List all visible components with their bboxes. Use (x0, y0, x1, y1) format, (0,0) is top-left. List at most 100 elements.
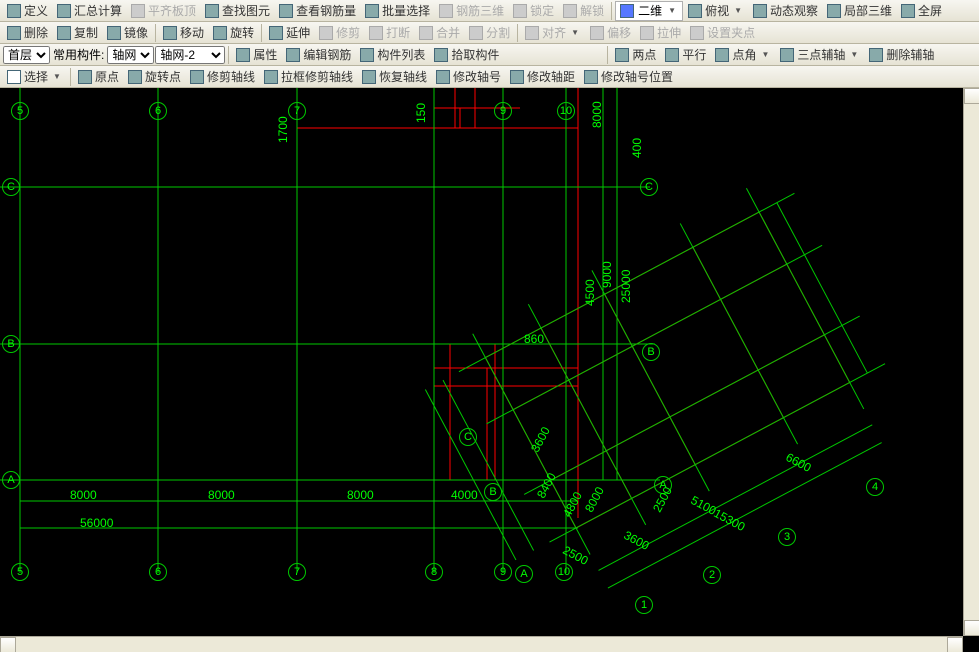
view-2d-dropdown[interactable]: 二维▼ (615, 1, 683, 21)
align-top-button[interactable]: 平齐板顶 (127, 1, 200, 21)
top-view-label: 俯视 (705, 2, 729, 19)
lock-button[interactable]: 锁定 (509, 1, 558, 21)
merge-button[interactable]: 合并 (415, 23, 464, 43)
pt-angle-label: 点角 (732, 46, 756, 63)
restore-button[interactable]: 恢复轴线 (358, 67, 431, 87)
local-3d-label: 局部三维 (844, 2, 892, 19)
grid-item-select[interactable]: 轴网-2 (155, 46, 225, 64)
mod-num-label: 修改轴号 (453, 68, 501, 85)
toolbar-main: 定义 汇总计算 平齐板顶 查找图元 查看钢筋量 批量选择 钢筋三维 锁定 解锁 … (0, 0, 979, 22)
axis-bubble-4-rot: 4 (866, 478, 884, 496)
axis-bubble-b-left: B (2, 335, 20, 353)
summary-label: 汇总计算 (74, 2, 122, 19)
top-view-button[interactable]: 俯视▼ (684, 1, 748, 21)
break-button[interactable]: 打断 (365, 23, 414, 43)
align-button[interactable]: 对齐▼ (521, 23, 585, 43)
toolbar-component: 首层 常用构件: 轴网 轴网-2 属性 编辑钢筋 构件列表 拾取构件 两点 平行… (0, 44, 979, 66)
restore-label: 恢复轴线 (379, 68, 427, 85)
mod-num-button[interactable]: 修改轴号 (432, 67, 505, 87)
mod-num-pos-button[interactable]: 修改轴号位置 (580, 67, 677, 87)
select-button[interactable]: 选择▼ (3, 67, 67, 87)
stretch-button[interactable]: 拉伸 (636, 23, 685, 43)
trim-label: 修剪 (336, 24, 360, 41)
dim-25000: 25000 (619, 270, 633, 303)
three-pt-aux-label: 三点辅轴 (797, 46, 845, 63)
trim-axis-button[interactable]: 修剪轴线 (186, 67, 259, 87)
copy-button[interactable]: 复制 (53, 23, 102, 43)
parallel-button[interactable]: 平行 (661, 45, 710, 65)
stretch-label: 拉伸 (657, 24, 681, 41)
mod-dist-button[interactable]: 修改轴距 (506, 67, 579, 87)
split-button[interactable]: 分割 (465, 23, 514, 43)
rebar-3d-label: 钢筋三维 (456, 2, 504, 19)
axis-bubble-7-top: 7 (288, 102, 306, 120)
edit-rebar-button[interactable]: 编辑钢筋 (282, 45, 355, 65)
rot-pt-label: 旋转点 (145, 68, 181, 85)
del-aux-label: 删除辅轴 (886, 46, 934, 63)
axis-bubble-c-right: C (640, 178, 658, 196)
offset-button[interactable]: 偏移 (586, 23, 635, 43)
lock-label: 锁定 (530, 2, 554, 19)
two-pt-label: 两点 (632, 46, 656, 63)
axis-bubble-6-bot: 6 (149, 563, 167, 581)
trim-button[interactable]: 修剪 (315, 23, 364, 43)
floor-select[interactable]: 首层 (3, 46, 50, 64)
toolbar-edit: 删除 复制 镜像 移动 旋转 延伸 修剪 打断 合并 分割 对齐▼ 偏移 拉伸 … (0, 22, 979, 44)
unlock-button[interactable]: 解锁 (559, 1, 608, 21)
batch-sel-button[interactable]: 批量选择 (361, 1, 434, 21)
axis-bubble-b-rot: B (642, 343, 660, 361)
axis-bubble-10-bot: 10 (555, 563, 573, 581)
define-label: 定义 (24, 2, 48, 19)
define-button[interactable]: 定义 (3, 1, 52, 21)
comp-list-label: 构件列表 (377, 46, 425, 63)
local-3d-button[interactable]: 局部三维 (823, 1, 896, 21)
unlock-label: 解锁 (580, 2, 604, 19)
fullscreen-button[interactable]: 全屏 (897, 1, 946, 21)
box-trim-label: 拉框修剪轴线 (281, 68, 353, 85)
cad-viewport[interactable]: 5 6 7 9 10 5 6 7 8 9 10 C B A C C B A A … (0, 88, 979, 652)
set-grip-label: 设置夹点 (707, 24, 755, 41)
dim-8000c: 8000 (347, 488, 374, 502)
mirror-button[interactable]: 镜像 (103, 23, 152, 43)
axis-bubble-9-top: 9 (494, 102, 512, 120)
rotate-button[interactable]: 旋转 (209, 23, 258, 43)
mod-dist-label: 修改轴距 (527, 68, 575, 85)
two-pt-button[interactable]: 两点 (611, 45, 660, 65)
scroll-right-button[interactable] (947, 637, 963, 652)
dim-56000: 56000 (80, 516, 113, 530)
delete-button[interactable]: 删除 (3, 23, 52, 43)
extend-label: 延伸 (286, 24, 310, 41)
parallel-label: 平行 (682, 46, 706, 63)
move-button[interactable]: 移动 (159, 23, 208, 43)
pick-comp-button[interactable]: 拾取构件 (430, 45, 503, 65)
summary-button[interactable]: 汇总计算 (53, 1, 126, 21)
dim-860: 860 (524, 332, 544, 346)
extend-button[interactable]: 延伸 (265, 23, 314, 43)
scroll-up-button[interactable] (964, 88, 979, 104)
axis-bubble-b-rot2: B (484, 483, 502, 501)
comp-list-button[interactable]: 构件列表 (356, 45, 429, 65)
box-trim-button[interactable]: 拉框修剪轴线 (260, 67, 357, 87)
split-label: 分割 (486, 24, 510, 41)
align-top-label: 平齐板顶 (148, 2, 196, 19)
rot-pt-button[interactable]: 旋转点 (124, 67, 185, 87)
offset-label: 偏移 (607, 24, 631, 41)
set-grip-button[interactable]: 设置夹点 (686, 23, 759, 43)
delete-label: 删除 (24, 24, 48, 41)
view-rebar-button[interactable]: 查看钢筋量 (275, 1, 360, 21)
props-button[interactable]: 属性 (232, 45, 281, 65)
scroll-down-button[interactable] (964, 620, 979, 636)
three-pt-aux-button[interactable]: 三点辅轴▼ (776, 45, 864, 65)
vertical-scrollbar[interactable] (963, 88, 979, 636)
rebar-3d-button[interactable]: 钢筋三维 (435, 1, 508, 21)
grid-type-select[interactable]: 轴网 (107, 46, 154, 64)
axis-bubble-10-top: 10 (557, 102, 575, 120)
find-elem-button[interactable]: 查找图元 (201, 1, 274, 21)
horizontal-scrollbar[interactable] (0, 636, 963, 652)
scroll-left-button[interactable] (0, 637, 16, 652)
dim-8000t: 8000 (590, 101, 604, 128)
del-aux-button[interactable]: 删除辅轴 (865, 45, 938, 65)
pt-angle-button[interactable]: 点角▼ (711, 45, 775, 65)
dyn-view-button[interactable]: 动态观察 (749, 1, 822, 21)
origin-button[interactable]: 原点 (74, 67, 123, 87)
